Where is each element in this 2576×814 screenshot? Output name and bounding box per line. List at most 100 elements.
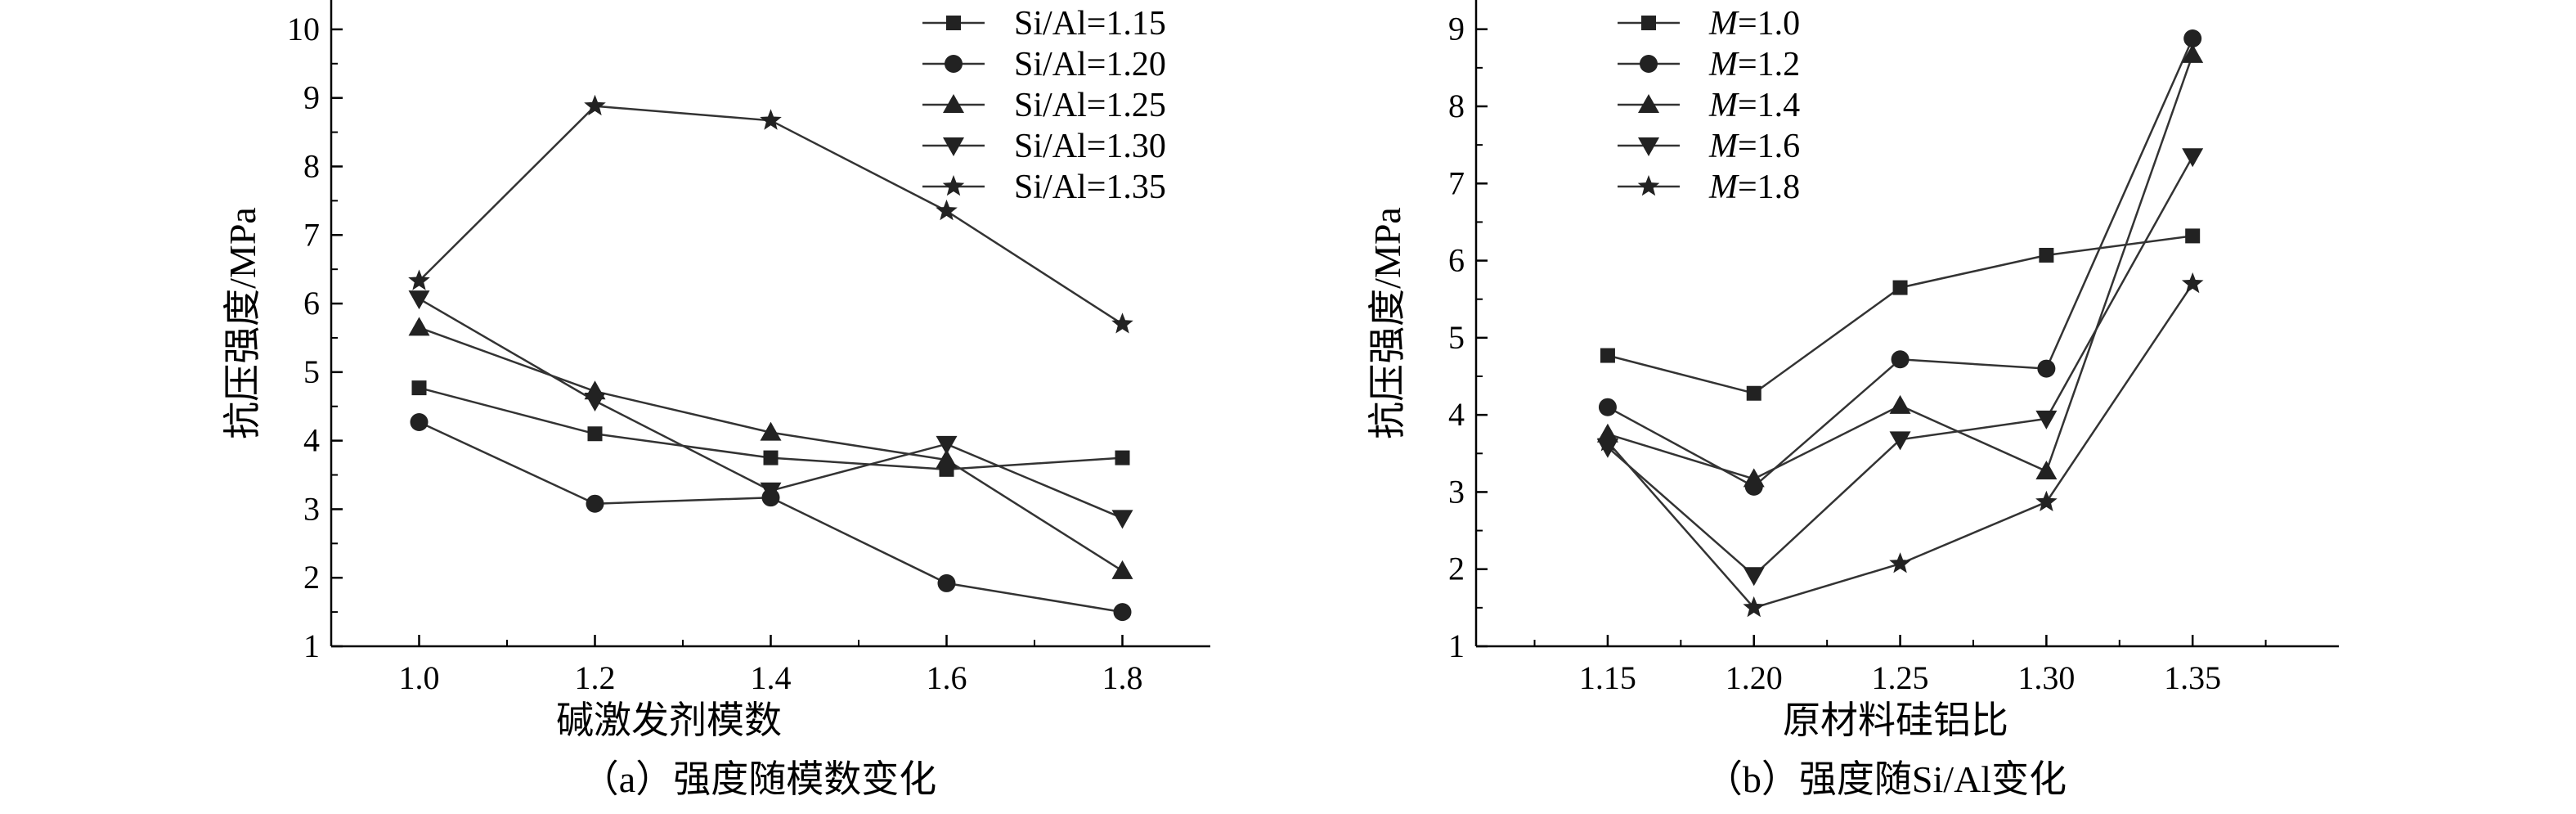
- series-star: [1596, 272, 2204, 618]
- data-point-square: [2185, 228, 2201, 244]
- series-triangle-down: [408, 290, 1133, 529]
- legend-label-italic: M: [1708, 128, 1739, 165]
- caption-a: （a）强度随模数变化: [581, 758, 936, 800]
- data-point-triangle-down: [1743, 567, 1765, 587]
- y-tick-label: 9: [1448, 11, 1465, 47]
- data-point-star: [1111, 313, 1133, 334]
- data-point-triangle-down: [936, 435, 958, 455]
- data-point-square: [1115, 450, 1130, 465]
- data-point-circle: [937, 573, 956, 592]
- x-tick-label: 1.2: [575, 659, 616, 696]
- series-square: [411, 380, 1130, 477]
- data-point-triangle-up: [936, 449, 958, 469]
- y-tick-label: 8: [303, 147, 320, 184]
- legend-label: M=1.0: [1708, 5, 1800, 43]
- series-line: [419, 326, 1124, 572]
- data-point-star: [584, 94, 606, 116]
- x-axis-label-a: 碱激发剂模数: [556, 699, 782, 741]
- series-triangle-up: [1596, 43, 2204, 488]
- legend-label: M=1.4: [1708, 87, 1800, 124]
- x-tick-label: 1.25: [1872, 659, 1929, 696]
- legend-label-rest: =1.6: [1738, 128, 1800, 165]
- series-star: [408, 94, 1133, 334]
- data-point-triangle-down: [760, 482, 782, 501]
- y-tick-label: 2: [1448, 551, 1465, 587]
- data-point-square: [1600, 348, 1615, 363]
- legend-b: M=1.0M=1.2M=1.4M=1.6M=1.8: [1618, 5, 1800, 206]
- series-circle: [1598, 29, 2202, 496]
- data-point-square: [1746, 385, 1761, 401]
- data-point-star: [408, 269, 430, 290]
- legend-label-italic: M: [1708, 5, 1739, 43]
- data-point-circle: [1891, 350, 1910, 369]
- data-point-star: [1596, 430, 1619, 452]
- y-tick-label: 4: [1448, 396, 1465, 433]
- data-point-triangle-up: [760, 421, 782, 441]
- legend-marker-triangle-down: [1638, 137, 1659, 156]
- legend-marker-triangle-up: [1638, 94, 1659, 113]
- legend-marker-square: [946, 16, 961, 30]
- data-point-triangle-up: [2035, 460, 2058, 479]
- data-point-triangle-down: [1889, 431, 1911, 451]
- legend-label-rest: =1.8: [1738, 169, 1800, 206]
- series-square: [1600, 228, 2201, 401]
- data-point-square: [2039, 247, 2054, 263]
- data-point-circle: [410, 413, 429, 432]
- x-tick-label: 1.8: [1102, 659, 1143, 696]
- data-point-star: [1743, 596, 1766, 618]
- data-point-triangle-up: [408, 317, 430, 336]
- data-point-square: [411, 380, 427, 396]
- caption-b: （b）强度随Si/Al变化: [1705, 758, 2067, 800]
- data-point-triangle-down: [1111, 510, 1133, 529]
- legend-label: M=1.8: [1708, 169, 1800, 206]
- y-tick-label: 9: [303, 79, 320, 116]
- y-tick-label: 6: [1448, 242, 1465, 279]
- data-point-circle: [2037, 359, 2056, 378]
- data-point-star: [2181, 272, 2204, 294]
- data-point-star: [1889, 552, 1911, 573]
- y-tick-label: 4: [303, 422, 320, 459]
- data-point-circle: [1113, 603, 1132, 622]
- y-tick-label: 5: [303, 353, 320, 390]
- data-point-circle: [2183, 29, 2202, 48]
- y-tick-label: 5: [1448, 319, 1465, 356]
- legend-marker-square: [1641, 16, 1656, 30]
- x-tick-label: 1.0: [399, 659, 440, 696]
- legend-label-rest: =1.2: [1738, 46, 1800, 83]
- legend-label-italic: M: [1708, 169, 1739, 206]
- data-point-square: [587, 426, 603, 442]
- data-point-circle: [586, 494, 604, 513]
- data-point-triangle-down: [1596, 438, 1618, 458]
- y-tick-label: 1: [1448, 627, 1465, 664]
- data-point-triangle-up: [1889, 394, 1911, 414]
- data-point-triangle-down: [408, 290, 430, 310]
- data-point-star: [2035, 490, 2058, 511]
- legend-label: M=1.6: [1708, 128, 1800, 165]
- x-tick-label: 1.6: [927, 659, 967, 696]
- legend-marker-star: [1637, 175, 1660, 196]
- series-line: [1607, 38, 2194, 488]
- legend-label: Si/Al=1.30: [1014, 128, 1166, 165]
- x-tick-label: 1.15: [1579, 659, 1636, 696]
- x-tick-label: 1.35: [2164, 659, 2221, 696]
- legend-label-rest: =1.0: [1738, 5, 1800, 43]
- series-circle: [410, 413, 1132, 622]
- y-tick-label: 1: [303, 627, 320, 664]
- series-group-b: [1596, 29, 2204, 618]
- legend-marker-star: [942, 175, 965, 196]
- legend-marker-triangle-down: [943, 137, 964, 156]
- legend-label: Si/Al=1.35: [1014, 169, 1166, 206]
- legend-label-italic: M: [1708, 87, 1739, 124]
- data-point-square: [763, 450, 779, 465]
- y-tick-label: 7: [303, 216, 320, 253]
- legend-label: Si/Al=1.15: [1014, 5, 1166, 43]
- data-point-triangle-up: [2182, 43, 2204, 63]
- data-point-star: [760, 109, 782, 130]
- y-tick-label: 3: [1448, 473, 1465, 510]
- axes-b: [1474, 0, 2339, 648]
- x-tick-label: 1.20: [1726, 659, 1783, 696]
- data-point-triangle-up: [1111, 560, 1133, 579]
- x-tick-label: 1.4: [751, 659, 792, 696]
